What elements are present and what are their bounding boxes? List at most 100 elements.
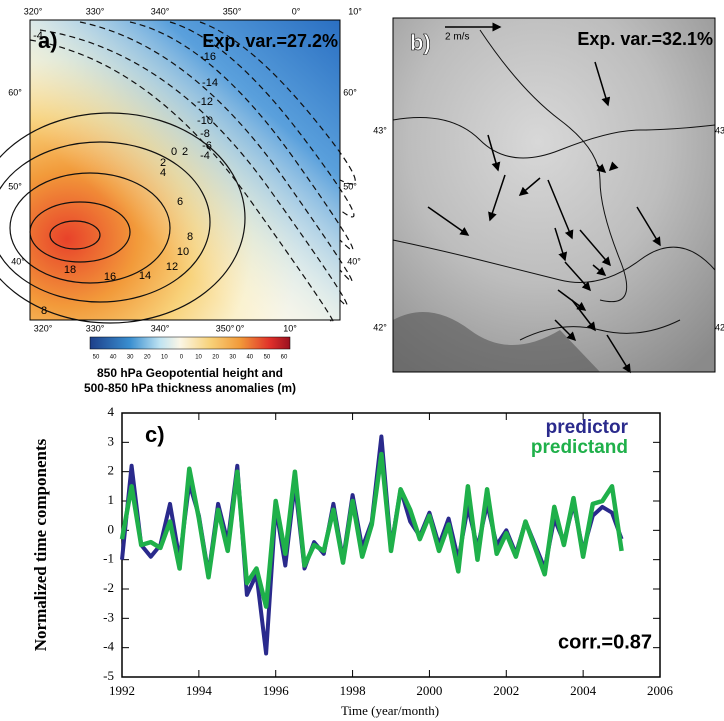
x-tick-label: 2004 (570, 683, 597, 698)
y-axis-label: Normalized time components (31, 438, 50, 651)
explained-variance: Exp. var.=32.1% (577, 29, 713, 49)
y-tick-label: -5 (103, 668, 114, 683)
colorbar-label: 50 (93, 355, 100, 361)
lon-label: 340° (151, 6, 170, 16)
panel-label: c) (145, 422, 165, 447)
lon-label: 330° (86, 323, 105, 333)
x-tick-label: 2000 (416, 683, 442, 698)
x-tick-label: 1992 (109, 683, 135, 698)
colorbar-label: 20 (144, 355, 151, 361)
lon-label: 10° (283, 323, 297, 333)
annotation: corr.=0.87 (558, 631, 652, 653)
contour-label: 4 (160, 167, 166, 179)
legend-entry: predictand (531, 437, 628, 458)
lat-label: 40° (11, 256, 25, 266)
colorbar-labels: 50 40 30 20 10 0 10 20 30 40 50 60 (93, 355, 288, 361)
scale-label: 2 m/s (445, 32, 469, 43)
panel-label: a) (38, 28, 58, 53)
y-tick-label: -1 (103, 551, 114, 566)
x-axis-label: Time (year/month) (341, 703, 439, 718)
lat-label: 42 (715, 322, 724, 332)
colorbar (89, 336, 291, 350)
map-overlay (30, 20, 340, 320)
colorbar-label: 50 (264, 355, 271, 361)
x-tick-label: 2002 (493, 683, 519, 698)
explained-variance: Exp. var.=27.2% (202, 31, 338, 51)
lon-label: 350° (223, 6, 242, 16)
vectors (427, 61, 661, 374)
lat-label: 42° (373, 322, 387, 332)
colorbar-label: 10 (195, 355, 202, 361)
panel-label: b) (410, 30, 431, 55)
contour-label: 8 (187, 231, 193, 243)
x-tick-label: 2006 (647, 683, 674, 698)
colorbar-label: 40 (246, 355, 253, 361)
contour-label: -14 (202, 77, 218, 89)
x-tick-label: 1994 (186, 683, 213, 698)
borders (392, 29, 716, 341)
y-tick-label: -3 (103, 609, 114, 624)
contour-label: 0 (171, 146, 177, 158)
lon-label: 340° (151, 323, 170, 333)
lon-label: 330° (86, 6, 105, 16)
colorbar-label: 20 (212, 355, 219, 361)
mountains (393, 312, 600, 372)
map-frame (29, 19, 341, 321)
contours (0, 21, 356, 324)
x-tick-label: 1996 (263, 683, 290, 698)
lon-label: 0° (292, 6, 301, 16)
lat-label: 43 (715, 125, 724, 135)
contour-label: 14 (139, 270, 151, 282)
lat-label: 60° (343, 87, 357, 97)
panel-b: 2 m/s b) Exp. var.=32.1% 43° 42° 43 42 (373, 17, 724, 374)
y-tick-label: 1 (108, 492, 115, 507)
lat-label: 50° (8, 181, 22, 191)
colorbar-label: 60 (281, 355, 288, 361)
lat-label: 43° (373, 125, 387, 135)
lon-label: 10° (348, 6, 362, 16)
contour-label: 12 (166, 261, 178, 273)
lat-label: 60° (8, 87, 22, 97)
lat-label: 50° (343, 181, 357, 191)
panel-a: a) Exp. var.=27.2% 320° 330° 340° 350° 0… (0, 6, 362, 395)
x-tick-label: 1998 (340, 683, 366, 698)
y-tick-label: 3 (108, 433, 115, 448)
contour-label: -4 (33, 30, 43, 42)
series-line (119, 451, 624, 609)
lon-label: 320° (34, 323, 53, 333)
colorbar-label: 0 (180, 355, 184, 361)
contour-label: -6 (202, 140, 212, 152)
contour-label: 2 (182, 146, 188, 158)
contour-label: 18 (64, 264, 76, 276)
colorbar-label: 40 (110, 355, 117, 361)
y-tick-label: -2 (103, 580, 114, 595)
lat-label: 40° (347, 256, 361, 266)
lon-label: 0° (236, 323, 245, 333)
colorbar-label: 10 (161, 355, 168, 361)
y-tick-label: 2 (108, 463, 115, 478)
y-tick-label: -4 (103, 639, 114, 654)
contour-label: 8 (41, 305, 47, 317)
caption: 850 hPa Geopotential height and (97, 366, 283, 380)
lon-label: 320° (24, 6, 43, 16)
lon-label: 350° (216, 323, 235, 333)
contour-label: 2 (160, 157, 166, 169)
contour-label: -4 (200, 150, 210, 162)
map-frame (392, 17, 716, 373)
panel-c: c) corr.=0.87 Time (year/month) Normaliz… (31, 404, 674, 718)
y-tick-label: 4 (108, 404, 115, 419)
contour-label: 6 (177, 196, 183, 208)
caption: 500-850 hPa thickness anomalies (m) (84, 381, 296, 395)
contour-label: -8 (200, 128, 210, 140)
contour-label: -12 (197, 96, 213, 108)
legend-entry: predictor (546, 417, 629, 438)
contour-label: -10 (197, 115, 213, 127)
contour-label: 10 (177, 246, 189, 258)
colorbar-label: 30 (127, 355, 134, 361)
colorbar-label: 30 (229, 355, 236, 361)
y-tick-label: 0 (108, 521, 115, 536)
contour-label: -16 (200, 51, 216, 63)
contour-label: 16 (104, 271, 116, 283)
